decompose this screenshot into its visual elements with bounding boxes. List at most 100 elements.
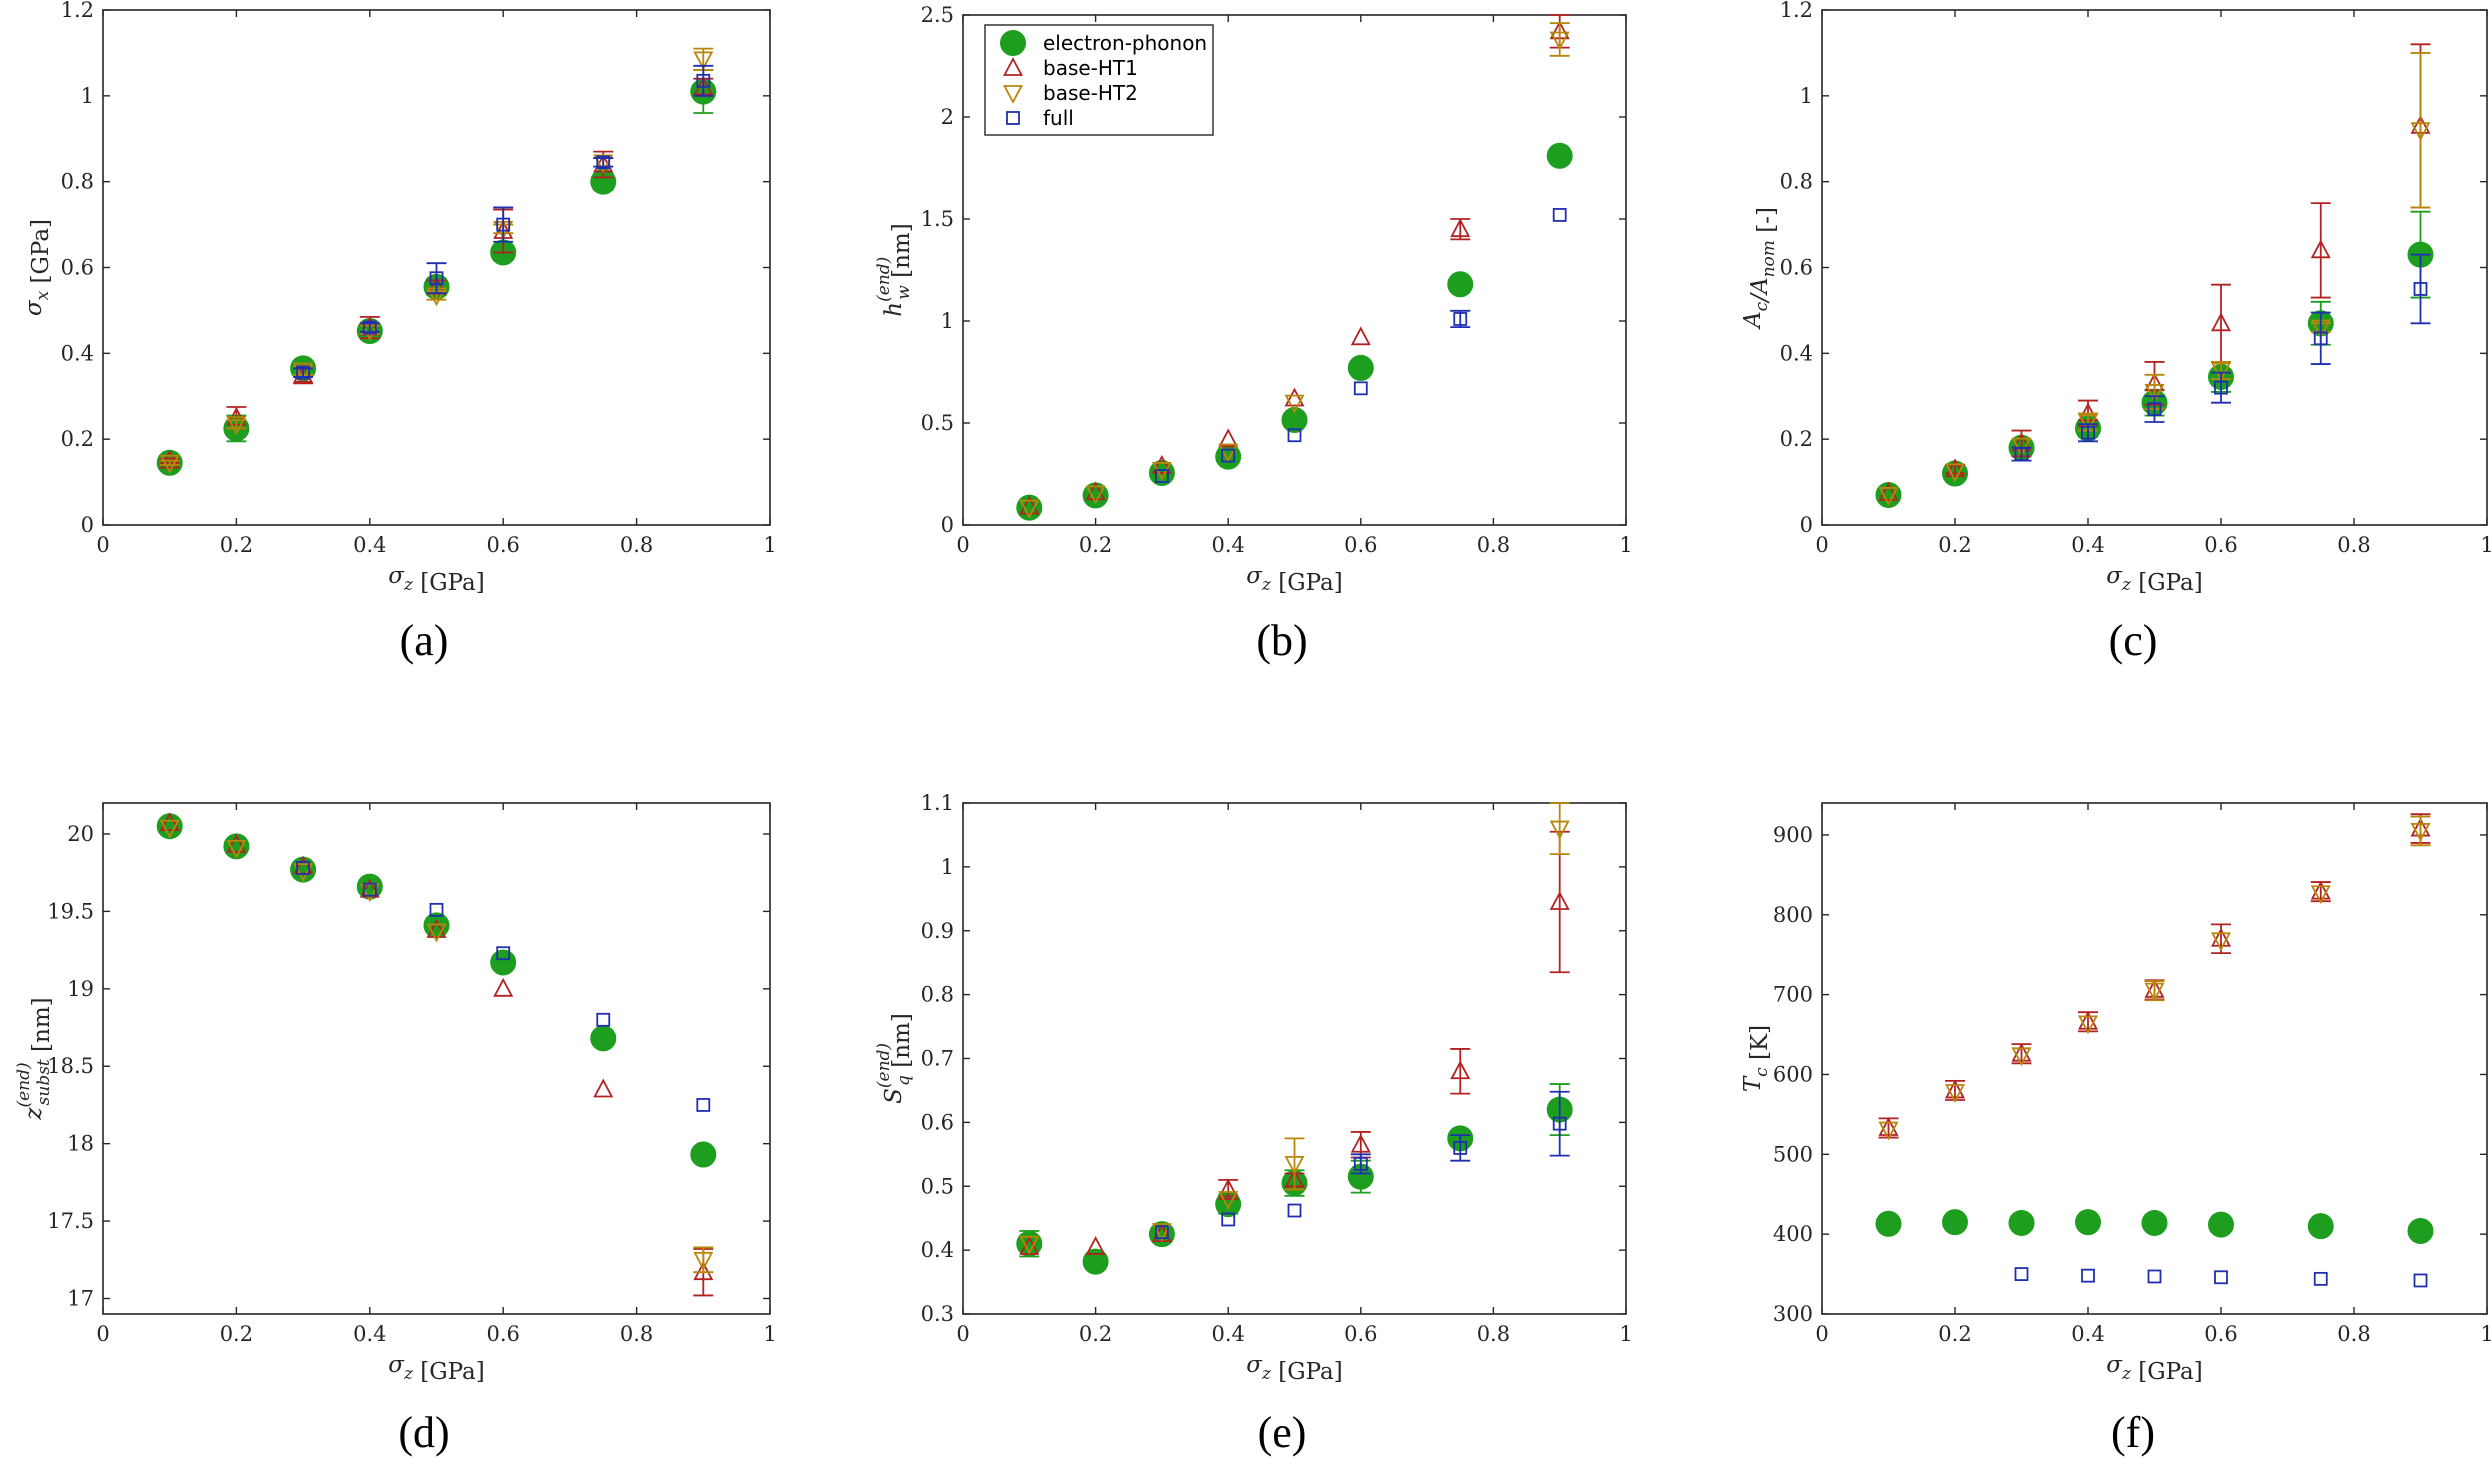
data-point-base_HT2 (159, 819, 180, 839)
panel-b: 0 0.2 0.4 0.6 0.8 1 0 0.5 1 1.5 2 2.5 σz [GPa] h(end)… (874, 3, 1633, 665)
legend-label: full (1043, 106, 1074, 130)
x-tick-label: 0.6 (1344, 1322, 1377, 1346)
x-tick-label: 0.8 (2337, 533, 2370, 557)
y-tick-label: 0.4 (61, 341, 94, 365)
data-point-electron_phonon (2075, 1209, 2101, 1236)
x-tick-label: 0 (1815, 1322, 1828, 1346)
data-point-electron_phonon (2141, 1209, 2168, 1236)
data-point-base_HT2 (1878, 1121, 1899, 1141)
legend-label: electron-phonon (1043, 31, 1207, 55)
data-point-full (1552, 208, 1567, 222)
y-tick-label: 0.5 (921, 411, 954, 435)
y-axis-label-symbol: z (21, 1107, 47, 1121)
data-point-full (2081, 1268, 2095, 1283)
y-tick-label: 0.4 (1780, 341, 1813, 365)
series-full (293, 64, 714, 380)
x-axis-label-units: [GPa] (413, 1359, 485, 1385)
y-tick-label: 0.2 (1780, 427, 1813, 451)
data-point-base_HT1 (1019, 495, 1040, 515)
data-point-full (2081, 425, 2095, 440)
x-axis-label-symbol: σ (1246, 1352, 1263, 1378)
x-tick-label: 1 (1619, 533, 1632, 557)
data-point-base_HT1 (493, 977, 514, 997)
data-point-base_HT2 (2410, 122, 2431, 142)
y-tick-label: 2.5 (921, 3, 954, 27)
x-tick-label: 1 (763, 1322, 776, 1346)
data-point-full (429, 271, 444, 286)
data-point-base_HT2 (1218, 1191, 1239, 1210)
y-tick-label: 1 (941, 855, 954, 879)
x-tick-label: 0 (956, 1322, 969, 1346)
data-point-full (496, 946, 511, 961)
y-tick-label: 800 (1773, 903, 1813, 927)
data-point-base_HT2 (226, 416, 247, 436)
x-tick-label: 0.2 (1079, 1322, 1112, 1346)
data-point-base_HT2 (2078, 414, 2098, 433)
data-point-full (696, 73, 711, 88)
data-point-base_HT2 (1085, 485, 1106, 505)
series-base_HT2 (1878, 52, 2431, 506)
data-point-base_HT1 (1218, 428, 1239, 448)
data-point-base_HT1 (1350, 326, 1371, 346)
y-axis-label-units: [nm] (889, 1013, 915, 1075)
data-point-base_HT2 (226, 840, 247, 859)
data-point-full (2413, 1273, 2428, 1288)
y-tick-label: 1.2 (1780, 0, 1813, 22)
y-axis-label-subscript: subst (34, 1059, 54, 1105)
data-point-electron_phonon (490, 949, 517, 976)
data-point-base_HT1 (2211, 927, 2231, 947)
y-tick-label: 0.6 (1780, 256, 1813, 280)
x-tick-label: 0.2 (1938, 1322, 1971, 1346)
x-tick-label: 0 (956, 533, 969, 557)
y-axis-label-symbol: σ (21, 299, 47, 316)
data-point-full (1353, 381, 1368, 396)
data-point-base_HT1 (2310, 239, 2331, 259)
y-tick-label: 0.4 (921, 1238, 954, 1262)
x-axis-label-subscript: z (2121, 1364, 2132, 1384)
data-point-base_HT1 (1945, 1079, 1965, 1099)
y-tick-label: 0.6 (61, 256, 94, 280)
x-tick-label: 0.2 (220, 1322, 253, 1346)
data-point-base_HT2 (1945, 463, 1965, 483)
y-tick-label: 300 (1773, 1302, 1813, 1326)
data-point-full (2313, 331, 2328, 346)
y-tick-label: 0.8 (61, 170, 94, 194)
x-axis-label-subscript: z (1261, 1364, 1272, 1384)
data-point-base_HT2 (693, 51, 714, 71)
data-point-base_HT2 (1284, 1155, 1305, 1175)
y-axis-label-superscript: (end) (14, 1062, 34, 1107)
y-axis-label: Ac/Anom [-] (1740, 207, 1780, 330)
data-point-full (2147, 402, 2162, 417)
x-tick-label: 1 (1619, 1322, 1632, 1346)
data-point-electron_phonon (690, 1141, 717, 1168)
y-tick-label: 0.6 (921, 1110, 954, 1134)
series-electron_phonon (1016, 142, 1573, 521)
y-tick-label: 0.2 (61, 427, 94, 451)
x-axis-label: σz [GPa] (388, 563, 484, 596)
y-tick-label: 1.5 (921, 207, 954, 231)
data-point-base_HT2 (1284, 394, 1305, 414)
x-axis-label-units: [GPa] (1271, 1359, 1343, 1385)
y-tick-label: 17.5 (47, 1209, 94, 1233)
data-point-electron_phonon (1281, 406, 1308, 433)
y-axis-label-symbol2: /A (1747, 277, 1773, 303)
data-point-electron_phonon (2008, 1209, 2035, 1236)
series-base_HT1 (1878, 813, 2431, 1139)
x-axis-label-units: [GPa] (1271, 570, 1343, 596)
data-point-base_HT2 (593, 154, 614, 174)
y-tick-label: 1.1 (921, 791, 954, 815)
legend-marker-base_HT2 (1003, 85, 1023, 104)
x-tick-label: 0.6 (486, 533, 519, 557)
data-point-base_HT2 (293, 362, 314, 382)
data-point-electron_phonon (2407, 1217, 2434, 1244)
y-tick-label: 0.9 (921, 919, 954, 943)
y-tick-label: 0 (941, 513, 954, 537)
data-point-full (1287, 428, 1302, 443)
x-tick-label: 0.6 (2204, 1322, 2237, 1346)
data-point-full (1353, 1156, 1368, 1171)
data-point-base_HT2 (1151, 1223, 1172, 1242)
y-tick-label: 18.5 (47, 1054, 94, 1078)
y-axis-label: S(end)q [nm] (874, 1013, 915, 1104)
y-tick-label: 0 (81, 513, 94, 537)
